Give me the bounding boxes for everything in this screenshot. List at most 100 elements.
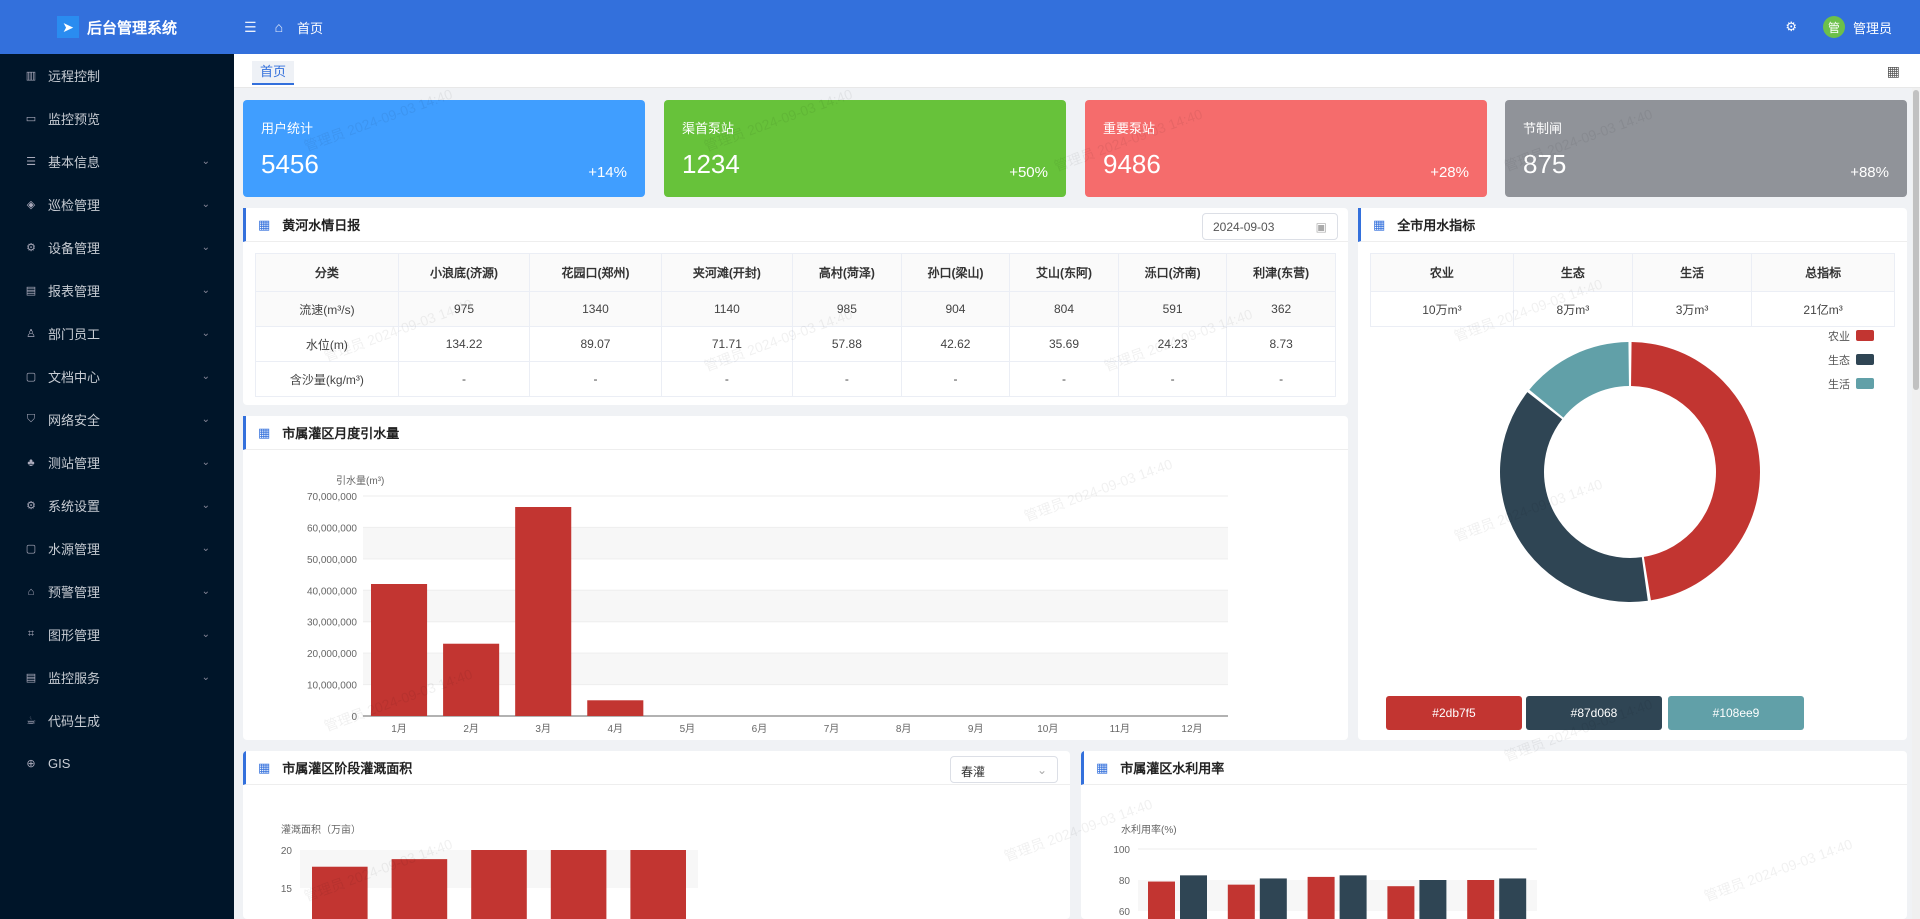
chevron-down-icon: ⌄ (201, 629, 210, 640)
bar[interactable] (1467, 880, 1495, 919)
column-header: 小浪底(济源) (397, 253, 531, 292)
bar[interactable] (1499, 878, 1527, 919)
stat-value: 5456 (261, 149, 319, 179)
bar[interactable] (312, 866, 368, 919)
chevron-down-icon: ⌄ (201, 285, 210, 296)
grid-icon[interactable]: ▦ (1886, 63, 1900, 79)
sidebar-item-3[interactable]: ◈ 巡检管理 ⌄ (0, 183, 234, 226)
sidebar-item-15[interactable]: ☕ 代码生成 (0, 699, 234, 742)
legend-swatch[interactable] (1856, 354, 1874, 365)
sidebar-item-10[interactable]: ⚙ 系统设置 ⌄ (0, 484, 234, 527)
bar[interactable] (1227, 884, 1255, 919)
sidebar-item-13[interactable]: ⌗ 图形管理 ⌄ (0, 613, 234, 656)
table-cell: 1140 (660, 291, 794, 327)
bar[interactable] (371, 584, 428, 716)
stat-title: 用户统计 (261, 121, 314, 136)
sidebar-item-16[interactable]: ⊕ GIS (0, 742, 234, 785)
panel-title: 市属灌区月度引水量 (282, 426, 400, 441)
bar[interactable] (1339, 875, 1367, 919)
table-cell: 362 (1226, 291, 1336, 327)
logo[interactable]: ➤ 后台管理系统 (0, 16, 234, 38)
sidebar-item-1[interactable]: ▭ 监控预览 (0, 97, 234, 140)
sidebar-item-6[interactable]: ♙ 部门员工 ⌄ (0, 312, 234, 355)
stat-card[interactable]: 节制闸 875 +88% (1505, 100, 1907, 197)
bar[interactable] (1307, 876, 1335, 919)
monthly-intake-panel: ▦ 市属灌区月度引水量 引水量(m³) 0 10,000,000 20,000,000 3… (243, 416, 1348, 740)
bar[interactable] (1387, 886, 1415, 919)
sidebar-item-12[interactable]: ⌂ 预警管理 ⌄ (0, 570, 234, 613)
table-cell: 8.73 (1226, 326, 1336, 362)
sidebar-item-14[interactable]: ▤ 监控服务 ⌄ (0, 656, 234, 699)
bar[interactable] (391, 859, 448, 919)
user-menu[interactable]: 管管理员 (1822, 16, 1892, 38)
sidebar-item-label: GIS (48, 756, 71, 771)
sidebar-item-4[interactable]: ⚙ 设备管理 ⌄ (0, 226, 234, 269)
globe-icon: ⊕ (26, 758, 36, 770)
tab-bar: 首页 ▦ (234, 54, 1920, 88)
sidebar-item-7[interactable]: ▢ 文档中心 ⌄ (0, 355, 234, 398)
donut-slice[interactable] (1631, 342, 1760, 601)
bar[interactable] (630, 850, 686, 919)
bar[interactable] (471, 850, 527, 919)
table-cell: 3万m³ (1631, 291, 1753, 327)
scrollbar[interactable] (1912, 88, 1920, 919)
bar[interactable] (550, 850, 607, 919)
legend-label: 生态 (1828, 353, 1850, 367)
table-header-row: 农业 生态 生活 总指标 (1370, 253, 1895, 292)
location-icon: ◈ (26, 199, 36, 211)
legend-swatch[interactable] (1856, 330, 1874, 341)
table-cell: 591 (1117, 291, 1228, 327)
y-tick-label: 60,000,000 (307, 523, 357, 534)
bar[interactable] (443, 643, 500, 716)
settings-gear-icon[interactable]: ⚙ (1785, 19, 1797, 34)
stat-card[interactable]: 重要泵站 9486 +28% (1085, 100, 1487, 197)
season-select[interactable]: 春灌 ⌄ (950, 756, 1058, 783)
user-name: 管理员 (1852, 20, 1892, 36)
sidebar-item-5[interactable]: ▤ 报表管理 ⌄ (0, 269, 234, 312)
table-cell: 含沙量(kg/m³) (255, 361, 399, 397)
color-button[interactable]: #87d068 (1526, 696, 1662, 730)
table-icon: ▦ (258, 424, 271, 440)
breadcrumb[interactable]: 首页 (297, 20, 324, 36)
column-header: 艾山(东阿) (1009, 253, 1119, 292)
tab-home[interactable]: 首页 (252, 61, 295, 85)
column-header: 夹河滩(开封) (660, 253, 794, 292)
sidebar-item-0[interactable]: ▥ 远程控制 (0, 54, 234, 97)
stat-title: 重要泵站 (1103, 121, 1156, 136)
sidebar-item-11[interactable]: ▢ 水源管理 ⌄ (0, 527, 234, 570)
donut-slice[interactable] (1529, 342, 1629, 418)
table-cell: 水位(m) (255, 326, 399, 362)
sidebar-item-8[interactable]: ⛉ 网络安全 ⌄ (0, 398, 234, 441)
stage-area-panel: ▦ 市属灌区阶段灌溉面积 春灌 ⌄ 灌溉面积（万亩） 15 20 (243, 751, 1070, 919)
river-report-panel: ▦ 黄河水情日报 2024-09-03 ▣ 分类 小浪底(济源) 花园口(郑州) 夹河滩(… (243, 208, 1348, 405)
sidebar-item-9[interactable]: ♣ 测站管理 ⌄ (0, 441, 234, 484)
stat-card[interactable]: 用户统计 5456 +14% (243, 100, 645, 197)
table-cell: - (1226, 361, 1336, 397)
donut-slice[interactable] (1500, 392, 1648, 602)
bar[interactable] (587, 700, 644, 716)
table-cell: 1340 (529, 291, 662, 327)
stat-card[interactable]: 渠首泵站 1234 +50% (664, 100, 1066, 197)
bar[interactable] (515, 507, 572, 716)
legend-swatch[interactable] (1856, 378, 1874, 389)
home-icon[interactable]: ⌂ (274, 19, 284, 35)
table-icon: ▦ (1096, 759, 1109, 775)
remote-icon: ▥ (25, 70, 37, 82)
stat-value: 9486 (1103, 149, 1161, 179)
bar[interactable] (1419, 880, 1447, 919)
sidebar-item-label: 网络安全 (48, 413, 101, 428)
color-button[interactable]: #108ee9 (1668, 696, 1804, 730)
date-picker[interactable]: 2024-09-03 ▣ (1202, 213, 1338, 240)
bar[interactable] (1148, 881, 1175, 919)
bar[interactable] (1180, 875, 1207, 919)
x-tick-label: 1月 (391, 723, 407, 735)
color-button[interactable]: #2db7f5 (1386, 696, 1522, 730)
bar[interactable] (1259, 878, 1287, 919)
water-use-rate-panel: ▦ 市属灌区水利用率 水利用率(%) 60 80 100 (1081, 751, 1907, 919)
sidebar-item-2[interactable]: ☰ 基本信息 ⌄ (0, 140, 234, 183)
collapse-menu-icon[interactable]: ☰ (244, 18, 257, 35)
stat-change: +50% (1009, 164, 1048, 181)
table-cell: 10万m³ (1370, 291, 1514, 327)
table-row: 10万m³ 8万m³ 3万m³ 21亿m³ (1370, 291, 1895, 327)
